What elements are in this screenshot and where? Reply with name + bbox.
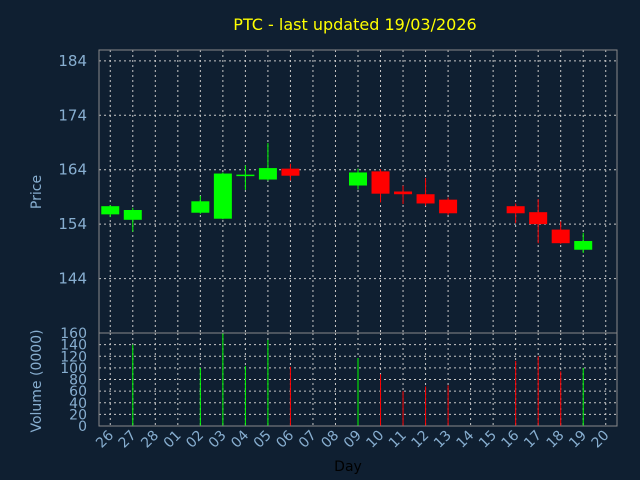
chart-title: PTC - last updated 19/03/2026: [233, 15, 476, 34]
price-y-tick-label: 144: [58, 270, 87, 288]
x-tick-label: 08: [318, 428, 342, 452]
candle: [371, 169, 390, 203]
candle-body: [281, 168, 300, 176]
candle-body: [123, 210, 142, 220]
x-tick-label: 01: [161, 428, 185, 452]
x-tick-label: 27: [116, 428, 140, 452]
x-axis-label: Day: [334, 459, 362, 475]
x-tick-label: 26: [93, 427, 117, 451]
price-y-tick-label: 164: [58, 161, 87, 179]
candle-body: [236, 174, 255, 177]
x-tick-label: 09: [341, 428, 365, 452]
candle-body: [439, 199, 458, 214]
price-grid: [99, 50, 617, 333]
x-tick-label: 12: [408, 428, 432, 452]
candle-body: [258, 168, 277, 180]
x-tick-label: 19: [566, 428, 590, 452]
candle: [529, 199, 548, 244]
candle: [394, 185, 413, 205]
price-y-tick-label: 174: [58, 106, 87, 124]
x-tick-label: 11: [386, 428, 410, 452]
x-tick-label: 02: [183, 428, 207, 452]
x-tick-label: 14: [454, 427, 478, 451]
candle: [551, 221, 570, 244]
x-tick-label: 18: [544, 428, 568, 452]
x-ticks: 2627280102030405060708091011121314151617…: [93, 427, 612, 451]
volume-y-tick-label: 160: [60, 326, 87, 342]
x-tick-label: 17: [521, 428, 545, 452]
volume-frame: [98, 332, 618, 427]
volume-y-tick-label: 40: [69, 396, 87, 412]
x-tick-label: 28: [138, 428, 162, 452]
x-tick-label: 05: [251, 428, 275, 452]
volume-y-tick-label: 0: [78, 419, 87, 435]
volume-y-tick-label: 140: [60, 338, 87, 354]
volume-y-tick-label: 80: [69, 373, 87, 389]
candle: [191, 195, 210, 214]
candle-body: [506, 206, 525, 214]
volume-axis-label: Volume (0000): [29, 329, 45, 432]
x-tick-label: 16: [499, 427, 523, 451]
candle-body: [394, 191, 413, 195]
candle: [349, 168, 367, 190]
candle-body: [529, 212, 548, 225]
candle: [123, 207, 142, 232]
x-tick-label: 10: [363, 428, 387, 452]
volume-bars: [132, 333, 584, 426]
volume-y-tick-label: 20: [69, 407, 87, 423]
price-panel: 144 154 164 174 184 Price: [29, 49, 618, 334]
x-tick-label: 20: [589, 428, 613, 452]
candles: [101, 143, 593, 253]
candle: [258, 143, 277, 181]
x-tick-label: 04: [228, 427, 252, 451]
candle-body: [574, 241, 593, 250]
candle-body: [416, 194, 435, 204]
x-tick-label: 06: [273, 427, 297, 451]
x-tick-label: 15: [476, 428, 500, 452]
price-y-tick-label: 184: [58, 52, 87, 70]
candle-body: [213, 173, 232, 219]
candle-body: [101, 206, 120, 215]
candle: [416, 177, 435, 206]
candle: [506, 203, 525, 224]
candle-body: [551, 229, 570, 244]
candle-body: [191, 201, 210, 213]
price-y-tick-label: 154: [58, 215, 87, 233]
price-axis-label: Price: [29, 175, 45, 209]
candle: [213, 172, 232, 220]
candle: [101, 205, 120, 218]
volume-y-tick-label: 120: [60, 349, 87, 365]
price-y-ticks: 144 154 164 174 184: [58, 52, 87, 288]
x-tick-label: 03: [206, 428, 230, 452]
volume-y-tick-label: 100: [60, 361, 87, 377]
candle: [574, 232, 593, 253]
x-tick-label: 07: [296, 428, 320, 452]
volume-y-tick-label: 60: [69, 384, 87, 400]
candle: [236, 165, 255, 190]
candle-body: [349, 172, 367, 186]
candle-body: [371, 171, 390, 194]
candle: [439, 197, 458, 215]
x-tick-label: 13: [431, 428, 455, 452]
candle: [281, 163, 300, 181]
